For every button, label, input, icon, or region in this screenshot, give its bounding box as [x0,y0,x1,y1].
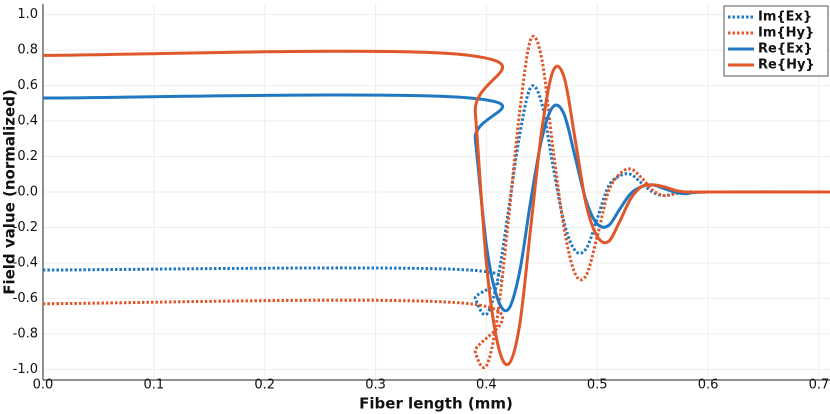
legend-label: Im{Ex} [758,10,812,25]
x-tick-label: 0.6 [698,378,719,393]
legend-label: Re{Hy} [758,58,815,73]
y-axis-title: Field value (normalized) [1,89,19,295]
series-line [42,84,830,317]
y-tick-label: 0.4 [17,114,38,129]
legend: Im{Ex}Im{Hy}Re{Ex}Re{Hy} [723,5,829,77]
x-tick-label: 0.3 [365,378,386,393]
x-tick-label: 0.7 [809,378,830,393]
x-tick-label: 0.4 [476,378,497,393]
y-tick-label: 1.0 [17,7,38,22]
x-tick-label: 0.2 [254,378,275,393]
legend-label: Re{Ex} [758,42,813,57]
y-tick-label: 0.2 [17,149,38,164]
series-line [42,93,830,313]
legend-label: Im{Hy} [758,26,814,41]
series-line [42,49,830,367]
y-tick-label: 0.8 [17,43,38,58]
y-tick-label: -0.8 [13,326,38,341]
y-tick-label: -0.2 [13,220,38,235]
y-tick-label: -0.6 [13,291,38,306]
x-tick-label: 0.1 [144,378,165,393]
y-tick-label: -1.0 [13,362,38,377]
y-tick-label: 0.0 [17,185,38,200]
x-tick-label: 0.0 [33,378,54,393]
y-tick-label: 0.6 [17,78,38,93]
y-tick-label: -0.4 [13,255,38,270]
x-axis-title: Fiber length (mm) [359,395,513,413]
x-tick-label: 0.5 [587,378,608,393]
series-line [42,34,830,370]
